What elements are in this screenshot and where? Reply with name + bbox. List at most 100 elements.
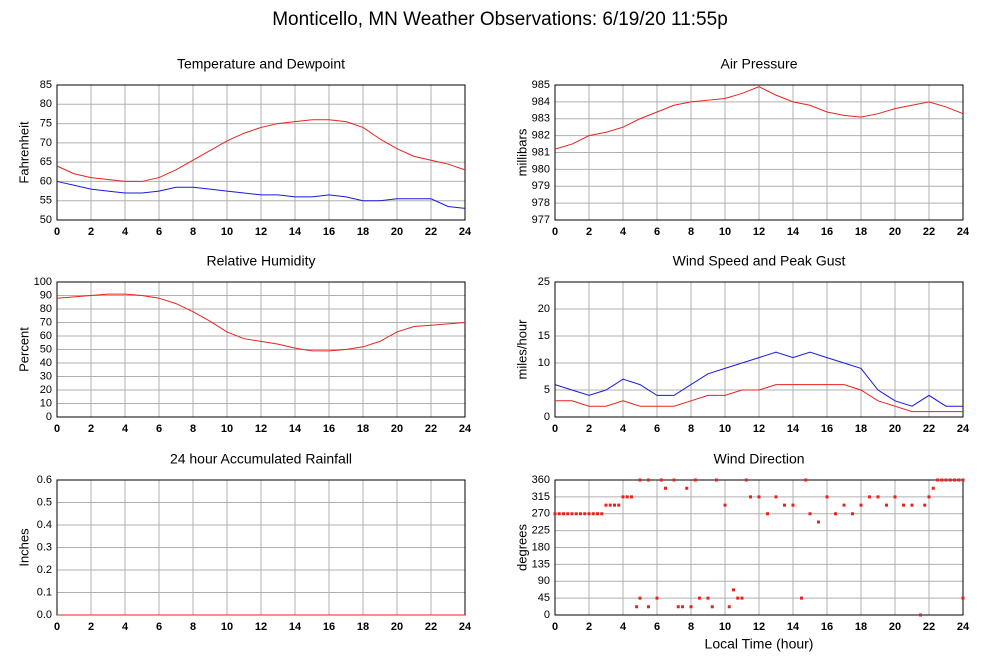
x-tick-label: 24 bbox=[957, 226, 970, 238]
point bbox=[953, 478, 956, 482]
point bbox=[570, 512, 574, 516]
y-tick-label: 0 bbox=[46, 411, 52, 423]
y-tick-label: 65 bbox=[40, 156, 52, 168]
x-tick-label: 4 bbox=[122, 226, 129, 238]
point bbox=[715, 478, 718, 482]
point bbox=[698, 596, 701, 600]
point bbox=[804, 478, 808, 482]
point bbox=[740, 596, 744, 600]
y-tick-label: 0.4 bbox=[37, 519, 52, 531]
y-tick-label: 0.1 bbox=[37, 586, 52, 598]
y-tick-label: 20 bbox=[40, 384, 52, 396]
point bbox=[919, 613, 922, 617]
x-tick-label: 18 bbox=[357, 423, 369, 435]
x-tick-label: 8 bbox=[190, 621, 196, 633]
y-tick-label: 50 bbox=[40, 343, 52, 355]
y-tick-label: 984 bbox=[532, 96, 550, 108]
y-axis-label: degrees bbox=[514, 524, 529, 571]
y-tick-label: 985 bbox=[532, 79, 550, 91]
y-tick-label: 85 bbox=[40, 79, 52, 91]
series-line bbox=[56, 119, 466, 182]
y-tick-label: 135 bbox=[532, 558, 550, 570]
point bbox=[825, 495, 829, 499]
plot-frame bbox=[554, 479, 964, 616]
x-tick-label: 18 bbox=[357, 621, 369, 633]
point bbox=[587, 512, 591, 516]
x-tick-label: 8 bbox=[190, 226, 196, 238]
x-tick-label: 14 bbox=[787, 621, 800, 633]
point bbox=[948, 478, 952, 482]
x-tick-label: 20 bbox=[391, 226, 403, 238]
x-tick-label: 2 bbox=[586, 621, 592, 633]
point bbox=[608, 503, 612, 507]
point bbox=[944, 478, 948, 482]
point bbox=[693, 478, 697, 482]
y-tick-label: 979 bbox=[532, 180, 550, 192]
point bbox=[553, 512, 557, 516]
x-tick-label: 6 bbox=[654, 226, 660, 238]
point bbox=[766, 512, 769, 516]
x-tick-label: 20 bbox=[391, 621, 403, 633]
point bbox=[757, 495, 761, 499]
point bbox=[647, 605, 650, 609]
y-axis-label: miles/hour bbox=[514, 319, 529, 380]
y-tick-label: 80 bbox=[40, 303, 52, 315]
series-line bbox=[56, 180, 466, 209]
point bbox=[851, 512, 854, 516]
y-tick-label: 40 bbox=[40, 357, 52, 369]
point bbox=[638, 596, 642, 600]
x-tick-label: 6 bbox=[156, 226, 162, 238]
x-tick-label: 10 bbox=[719, 226, 731, 238]
x-tick-label: 14 bbox=[289, 621, 302, 633]
x-tick-label: 10 bbox=[221, 621, 233, 633]
point bbox=[583, 512, 587, 516]
y-tick-label: 982 bbox=[532, 130, 550, 142]
point bbox=[630, 495, 633, 499]
x-tick-label: 12 bbox=[255, 226, 267, 238]
point bbox=[579, 512, 582, 516]
x-tick-label: 20 bbox=[391, 423, 403, 435]
x-tick-label: 4 bbox=[122, 423, 129, 435]
point bbox=[574, 512, 578, 516]
x-tick-label: 22 bbox=[425, 621, 437, 633]
x-tick-label: 12 bbox=[255, 423, 267, 435]
chart-title: Wind Speed and Peak Gust bbox=[673, 253, 846, 269]
y-tick-label: 0.0 bbox=[37, 609, 52, 621]
y-tick-label: 25 bbox=[538, 276, 550, 288]
x-tick-label: 14 bbox=[787, 423, 800, 435]
y-tick-label: 15 bbox=[538, 330, 550, 342]
point bbox=[902, 503, 905, 507]
y-tick-label: 980 bbox=[532, 163, 550, 175]
y-axis-label: millibars bbox=[514, 128, 529, 176]
x-tick-label: 2 bbox=[88, 621, 94, 633]
y-tick-label: 0 bbox=[544, 411, 550, 423]
chart-title: Wind Direction bbox=[713, 451, 804, 467]
point bbox=[596, 512, 599, 516]
x-tick-label: 16 bbox=[323, 226, 335, 238]
x-tick-label: 6 bbox=[654, 621, 660, 633]
x-tick-label: 24 bbox=[459, 621, 472, 633]
y-tick-label: 0 bbox=[544, 609, 550, 621]
x-tick-label: 12 bbox=[753, 621, 765, 633]
y-tick-label: 0.2 bbox=[37, 564, 52, 576]
point bbox=[613, 503, 616, 507]
x-tick-label: 2 bbox=[586, 423, 592, 435]
y-tick-label: 80 bbox=[40, 98, 52, 110]
point bbox=[800, 596, 803, 600]
point bbox=[940, 478, 944, 482]
x-tick-label: 6 bbox=[156, 621, 162, 633]
x-tick-label: 6 bbox=[654, 423, 660, 435]
x-tick-label: 24 bbox=[957, 621, 970, 633]
x-tick-label: 22 bbox=[923, 226, 935, 238]
y-tick-label: 10 bbox=[40, 397, 52, 409]
x-tick-label: 20 bbox=[889, 226, 901, 238]
point bbox=[817, 520, 820, 524]
y-tick-label: 30 bbox=[40, 370, 52, 382]
y-tick-label: 360 bbox=[532, 474, 550, 486]
page-title: Monticello, MN Weather Observations: 6/1… bbox=[272, 9, 728, 30]
x-tick-label: 16 bbox=[323, 423, 335, 435]
y-tick-label: 180 bbox=[532, 541, 550, 553]
x-tick-label: 10 bbox=[221, 423, 233, 435]
y-tick-label: 0.6 bbox=[37, 474, 52, 486]
